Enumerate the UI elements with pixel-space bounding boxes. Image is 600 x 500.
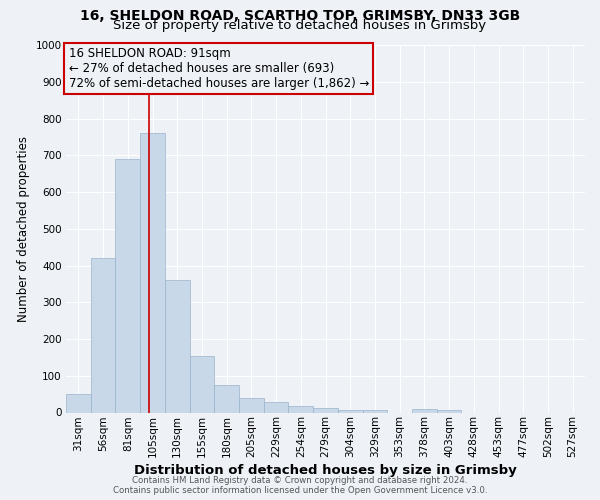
Bar [338,410,362,412]
Bar [165,280,190,412]
X-axis label: Distribution of detached houses by size in Grimsby: Distribution of detached houses by size … [134,464,517,477]
Text: 16, SHELDON ROAD, SCARTHO TOP, GRIMSBY, DN33 3GB: 16, SHELDON ROAD, SCARTHO TOP, GRIMSBY, … [80,9,520,23]
Bar [313,408,338,412]
Bar [437,410,461,412]
Bar [214,385,239,412]
Bar [66,394,91,412]
Bar [115,159,140,412]
Bar [289,406,313,412]
Text: 16 SHELDON ROAD: 91sqm
← 27% of detached houses are smaller (693)
72% of semi-de: 16 SHELDON ROAD: 91sqm ← 27% of detached… [68,47,369,90]
Bar [362,410,387,412]
Bar [239,398,264,412]
Bar [412,409,437,412]
Bar [190,356,214,412]
Bar [264,402,289,412]
Bar [140,133,165,412]
Text: Contains HM Land Registry data © Crown copyright and database right 2024.
Contai: Contains HM Land Registry data © Crown c… [113,476,487,495]
Text: Size of property relative to detached houses in Grimsby: Size of property relative to detached ho… [113,19,487,32]
Y-axis label: Number of detached properties: Number of detached properties [17,136,30,322]
Bar [91,258,115,412]
